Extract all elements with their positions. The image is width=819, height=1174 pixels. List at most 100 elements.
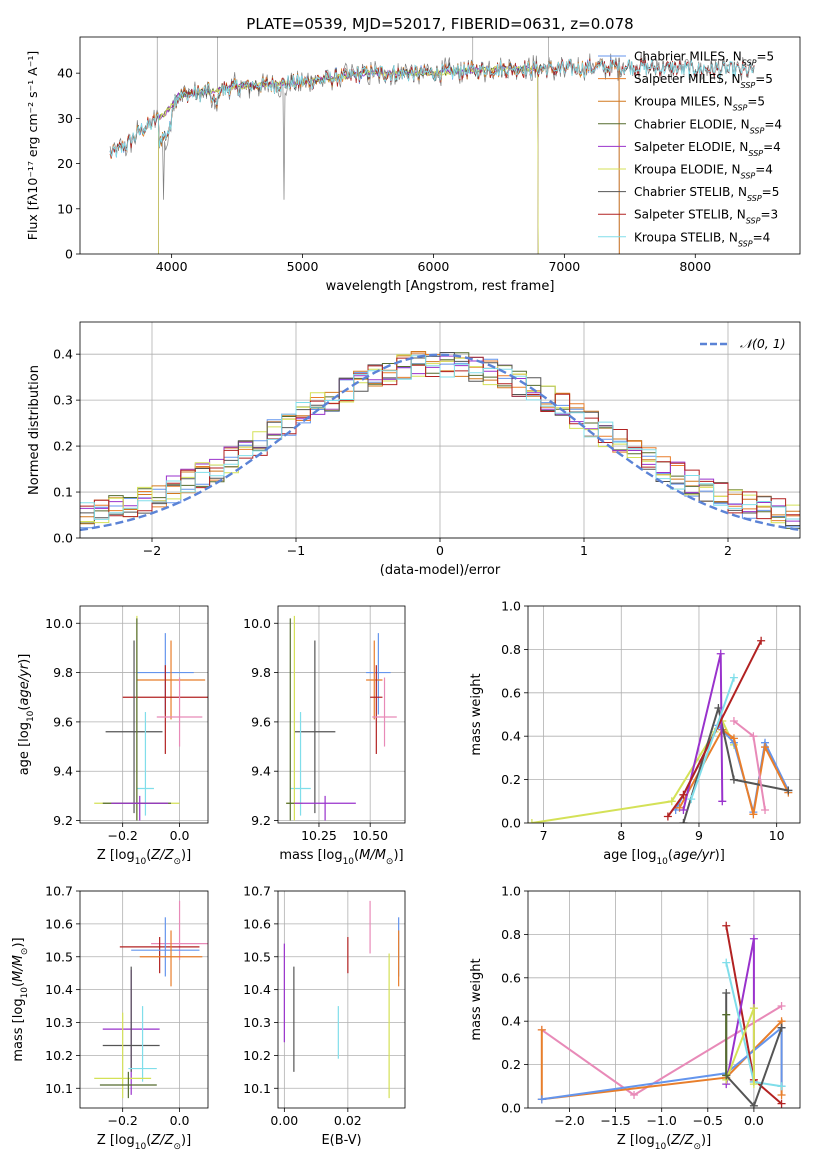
- weight_vs_age-ytick-label-5: 1.0: [501, 599, 521, 614]
- weight_vs_z-marker-8-0: [722, 1010, 731, 1019]
- weight_vs_age-xtick-label-3: 10: [769, 828, 785, 843]
- spectrum-xtick-label-3: 7000: [548, 259, 580, 274]
- residuals-ylabel: Normed distribution: [27, 365, 42, 495]
- spectrum-ytick-label-0: 0: [65, 247, 73, 262]
- weight_vs_age-series-6: [690, 677, 735, 800]
- weight_vs_z-ytick-label-5: 1.0: [501, 884, 521, 899]
- mass_vs_z-ytick-label-0: 10.1: [45, 1081, 73, 1096]
- spectrum-series-5: [158, 64, 539, 254]
- weight_vs_z-ytick-label-4: 0.8: [501, 927, 521, 942]
- spectrum-xtick-label-1: 5000: [287, 259, 319, 274]
- age_vs_mass-ytick-label-4: 10.0: [243, 616, 271, 631]
- residuals-ytick-label-0: 0.0: [53, 531, 73, 546]
- mass_vs_ebv-ytick-label-3: 10.4: [243, 982, 271, 997]
- weight_vs_age-marker-2-3: [749, 810, 758, 819]
- residuals-plot-area: [80, 351, 800, 532]
- age_vs_z-ytick-label-4: 10.0: [45, 616, 73, 631]
- weight_vs_z-marker-5-0: [722, 958, 731, 967]
- weight_vs_z-marker-8-1: [722, 1071, 731, 1080]
- residuals-panel: −2 −1 0 1 2 0.0 0.1 0.2 0.3 0.4 (data-model)/error…: [27, 321, 801, 578]
- weight_vs_age-marker-3-3: [784, 786, 793, 795]
- spectrum-panel: 4000 5000 6000 7000 8000 0 10 20 30 40 wavelength …: [25, 36, 801, 294]
- weight_vs_z-marker-7-0: [722, 988, 731, 997]
- age_vs_z-plot-area: [94, 615, 208, 821]
- mass_vs_z-point-8: [99, 1071, 157, 1099]
- weight_vs_z-marker-6-1: [749, 1004, 758, 1013]
- weight_vs_age-frame: [527, 605, 801, 824]
- weight_vs_age-marker-6-0: [687, 795, 696, 804]
- weight_vs_z-xtick-label-2: −1.0: [647, 1113, 677, 1128]
- residuals-xtick-label-2: 0: [436, 543, 444, 558]
- weight_vs_age-marker-4-1: [716, 649, 725, 658]
- spectrum-xtick-label-4: 8000: [679, 259, 711, 274]
- residuals-xtick-label-4: 2: [724, 543, 732, 558]
- legend-label-6: Chabrier STELIB, NSSP=5: [634, 185, 779, 203]
- weight_vs_z-marker-1-4: [777, 1090, 786, 1099]
- weight_vs_z-xtick-label-0: −2.0: [554, 1113, 584, 1128]
- weight_vs_z-marker-7-3: [777, 1023, 786, 1032]
- age_vs_mass-ytick-label-3: 9.8: [251, 665, 271, 680]
- weight_vs_z-marker-7-2: [749, 1101, 758, 1108]
- mass_vs_ebv-ytick-label-2: 10.3: [243, 1015, 271, 1030]
- weight_vs_age-marker-7-1: [749, 732, 758, 741]
- mass_vs_z-point-7: [94, 1012, 152, 1099]
- weight_vs_z-ytick-label-2: 0.4: [501, 1014, 521, 1029]
- age_vs_z-panel: −0.2 0.0 9.2 9.4 9.6 9.8 10.0 Z [log10(Z/Z⊙)] ag…: [17, 605, 209, 867]
- residuals-xtick-label-0: −2: [143, 543, 161, 558]
- weight_vs_age-marker-0-0: [528, 819, 536, 823]
- age_vs_z-ylabel: age [log10(age/yr)]: [17, 654, 36, 776]
- weight_vs_age-panel: 7 8 9 10 0.0 0.2 0.4 0.6 0.8 1.0 age [log10(age/yr…: [469, 599, 801, 867]
- residuals-ytick-label-2: 0.2: [53, 439, 73, 454]
- residuals-xtick-label-1: −1: [287, 543, 305, 558]
- age_vs_z-xtick-label-1: 0.0: [170, 828, 190, 843]
- mass_vs_ebv-frame: [277, 890, 406, 1109]
- age_vs_mass-point-0: [366, 633, 391, 715]
- weight_vs_z-frame: [527, 890, 801, 1109]
- age_vs_mass-point-4: [294, 640, 336, 814]
- age_vs_z-point-5: [136, 712, 154, 816]
- legend-label-5: Kroupa ELODIE, NSSP=4: [634, 163, 773, 181]
- mass_vs_z-ytick-label-2: 10.3: [45, 1015, 73, 1030]
- weight_vs_z-marker-0-2: [777, 1002, 786, 1011]
- spectrum-frame: [79, 36, 801, 255]
- weight_vs_z-ytick-label-3: 0.6: [501, 970, 521, 985]
- spectrum-series-8: [109, 58, 755, 158]
- legend-label-1: Salpeter MILES, NSSP=5: [634, 72, 773, 90]
- weight_vs_z-xtick-label-1: −1.5: [600, 1113, 630, 1128]
- weight_vs_age-marker-7-2: [761, 805, 770, 814]
- age_vs_mass-xtick-label-0: 10.25: [301, 828, 337, 843]
- age_vs_mass-ytick-label-0: 9.2: [251, 813, 271, 828]
- mass_vs_z-point-6: [128, 1006, 157, 1082]
- residuals-xlabel: (data-model)/error: [380, 563, 501, 578]
- age_vs_mass-ytick-label-2: 9.6: [251, 714, 271, 729]
- mass_vs_z-ytick-label-4: 10.5: [45, 949, 73, 964]
- residuals-xtick-label-3: 1: [580, 543, 588, 558]
- weight_vs_age-marker-5-2: [757, 636, 766, 645]
- residuals-ytick-label-1: 0.1: [53, 485, 73, 500]
- mass_vs_z-point-5: [102, 966, 160, 1072]
- legend-label-0: Chabrier MILES, NSSP=5: [634, 50, 774, 68]
- age_vs_z-point-3: [156, 677, 203, 747]
- mass_vs_ebv-ytick-label-1: 10.2: [243, 1048, 271, 1063]
- spectrum-series-1: [109, 57, 620, 254]
- age_vs_z-ytick-label-2: 9.6: [53, 714, 73, 729]
- age_vs_z-point-2: [122, 665, 208, 754]
- age_vs_mass-point-7: [286, 618, 295, 821]
- spectrum-series-2: [109, 58, 620, 254]
- mass_vs_z-ytick-label-6: 10.7: [45, 884, 73, 899]
- weight_vs_age-marker-4-2: [718, 797, 727, 806]
- weight_vs_age-ytick-label-3: 0.6: [501, 685, 521, 700]
- weight_vs_z-marker-3-0: [722, 921, 731, 930]
- mass_vs_ebv-plot-area: [283, 900, 400, 1099]
- age_vs_mass-xlabel: mass [log10(M/M⊙)]: [279, 848, 403, 867]
- age_vs_mass-plot-area: [286, 615, 397, 821]
- age_vs_z-point-4: [105, 640, 163, 814]
- mass_vs_ebv-ytick-label-0: 10.1: [243, 1081, 271, 1096]
- weight_vs_age-ytick-label-0: 0.0: [501, 816, 521, 831]
- weight_vs_age-ytick-label-1: 0.2: [501, 772, 521, 787]
- weight_vs_age-marker-3-2: [729, 775, 738, 784]
- mass_vs_z-plot-area: [94, 900, 208, 1099]
- weight_vs_z-marker-4-1: [749, 934, 758, 943]
- weight_vs_z-xtick-label-4: 0.0: [744, 1113, 764, 1128]
